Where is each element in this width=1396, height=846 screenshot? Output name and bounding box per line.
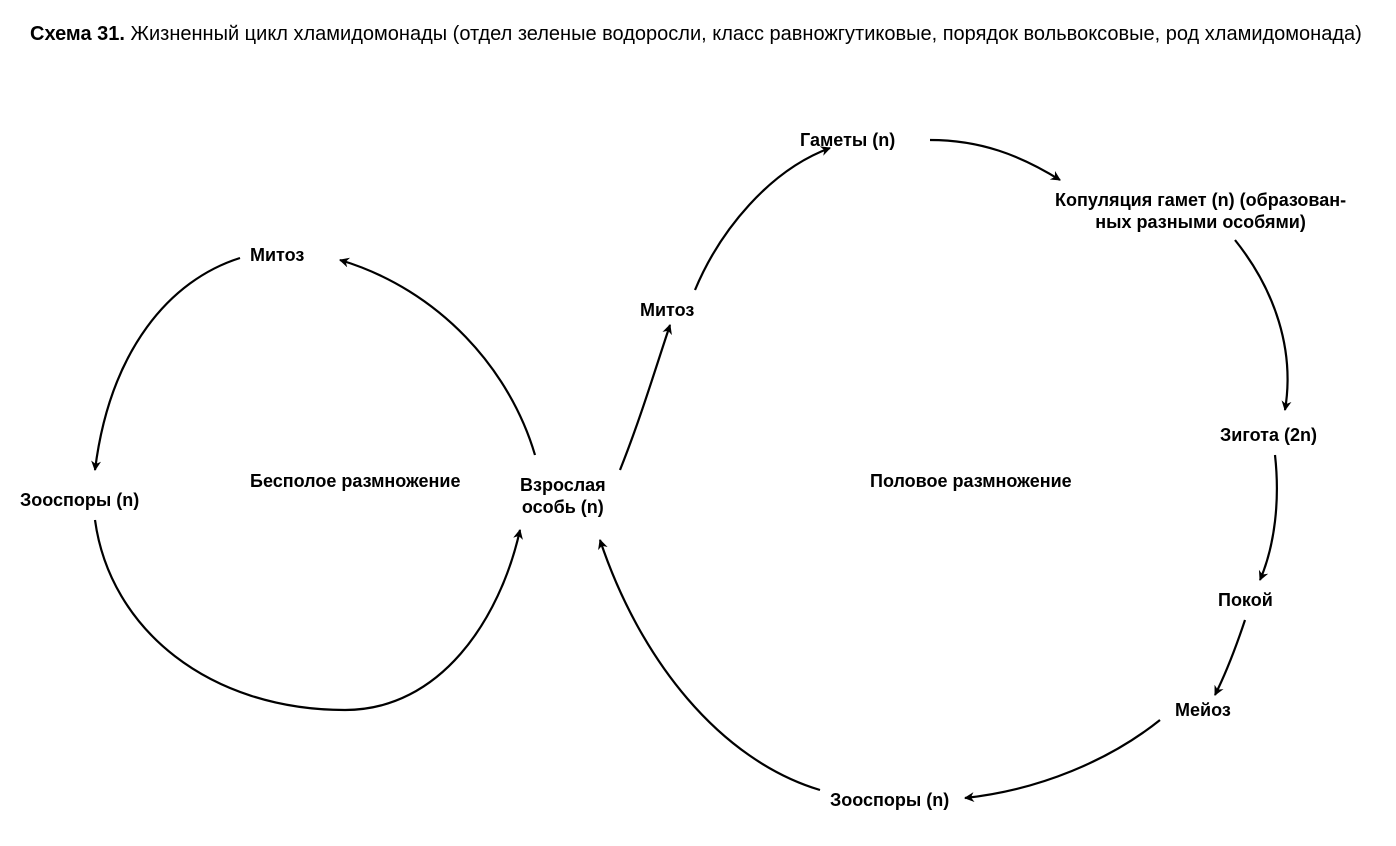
node-gamety: Гаметы (n) (800, 130, 895, 152)
node-zoospory-left: Зооспоры (n) (20, 490, 139, 512)
arrow-a5 (695, 148, 830, 290)
scheme-number: Схема 31. (30, 23, 125, 45)
arrow-a9 (1215, 620, 1245, 695)
node-zigota: Зигота (2n) (1220, 425, 1317, 447)
node-kopulyatsiya: Копуляция гамет (n) (образован- ных разн… (1055, 190, 1346, 233)
node-mitoz-right: Митоз (640, 300, 694, 322)
arrow-a11 (600, 540, 820, 790)
scheme-caption: Жизненный цикл хламидомонады (отдел зеле… (131, 23, 1362, 45)
node-meioz: Мейоз (1175, 700, 1231, 722)
right-cycle-label: Половое размножение (870, 470, 1072, 493)
arrow-a1 (95, 258, 240, 470)
arrow-a4 (620, 325, 670, 470)
arrow-a8 (1260, 455, 1277, 580)
arrow-a10 (965, 720, 1160, 798)
diagram-title: Схема 31. Жизненный цикл хламидомонады (… (30, 20, 1366, 48)
node-pokoy: Покой (1218, 590, 1273, 612)
node-mitoz-left: Митоз (250, 245, 304, 267)
arrow-a6 (930, 140, 1060, 180)
arrow-a3 (340, 260, 535, 455)
node-vzroslaya: Взрослая особь (n) (520, 475, 606, 518)
left-cycle-label: Бесполое размножение (250, 470, 461, 493)
arrow-a7 (1235, 240, 1288, 410)
node-zoospory-right: Зооспоры (n) (830, 790, 949, 812)
arrow-a2 (95, 520, 520, 710)
